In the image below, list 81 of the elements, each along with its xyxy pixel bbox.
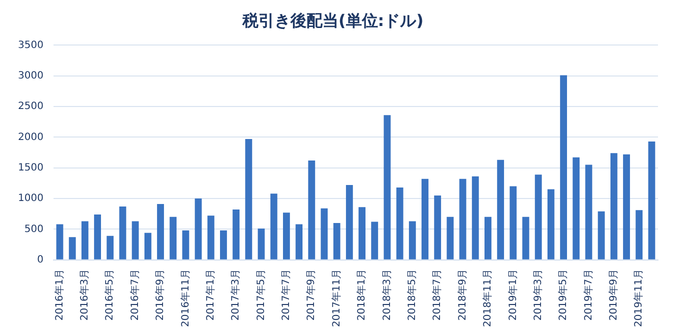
- bar: [346, 185, 353, 260]
- bar: [534, 174, 542, 260]
- x-tick-label: 2018年1月: [356, 268, 368, 321]
- x-tick-label: 2017年3月: [230, 268, 242, 321]
- bar: [308, 160, 316, 260]
- bar: [81, 221, 88, 260]
- bar: [510, 186, 517, 260]
- x-tick-label: 2016年1月: [53, 268, 66, 321]
- y-tick-label: 1000: [18, 193, 44, 204]
- x-tick-label: 2019年5月: [557, 268, 570, 321]
- y-tick-label: 2500: [18, 101, 44, 112]
- y-tick-label: 0: [37, 254, 44, 266]
- x-tick-label: 2017年1月: [204, 268, 216, 321]
- bar: [144, 232, 152, 260]
- x-tick-label: 2017年5月: [254, 268, 267, 321]
- bar: [648, 141, 656, 260]
- x-tick-label: 2019年7月: [582, 268, 594, 321]
- bar: [170, 216, 177, 260]
- bar: [384, 115, 391, 260]
- x-tick-label: 2016年5月: [104, 268, 116, 321]
- bar: [232, 210, 240, 260]
- bar: [598, 211, 605, 260]
- x-tick-label: 2016年3月: [78, 268, 91, 321]
- y-tick-label: 500: [24, 224, 44, 235]
- bar: [497, 160, 504, 260]
- bar: [282, 212, 290, 260]
- x-tick-label: 2019年3月: [532, 268, 544, 321]
- bar: [636, 210, 643, 260]
- bar: [459, 178, 466, 260]
- x-tick-label: 2018年9月: [456, 268, 468, 321]
- bar: [106, 236, 114, 260]
- bar: [522, 216, 530, 260]
- x-tick-label: 2018年5月: [406, 268, 418, 321]
- bar: [396, 187, 404, 260]
- bar: [68, 237, 76, 260]
- x-tick-label: 2018年3月: [380, 268, 393, 321]
- bar: [585, 164, 592, 260]
- bar: [56, 224, 64, 260]
- bar: [422, 178, 428, 260]
- bar: [182, 230, 190, 260]
- bar: [194, 198, 202, 260]
- x-tick-label: 2016年7月: [128, 268, 141, 321]
- x-tick-label: 2016年9月: [154, 268, 166, 321]
- bar: [547, 189, 554, 260]
- bar: [333, 223, 340, 260]
- x-tick-label: 2018年7月: [431, 268, 444, 321]
- bar: [94, 214, 101, 260]
- bar: [446, 216, 454, 260]
- x-tick-label: 2019年11月: [632, 268, 645, 328]
- bar: [572, 157, 580, 260]
- x-tick-label: 2017年9月: [305, 268, 318, 321]
- bar: [119, 206, 126, 260]
- y-tick-label: 1500: [18, 162, 44, 174]
- bar: [220, 230, 227, 260]
- y-tick-label: 3000: [18, 70, 44, 82]
- y-tick-label: 3500: [18, 40, 44, 51]
- bar: [623, 154, 630, 260]
- x-tick-label: 2017年7月: [280, 268, 292, 321]
- bar: [132, 221, 139, 260]
- bar: [371, 222, 378, 260]
- bar: [245, 139, 252, 260]
- x-tick-label: 2016年11月: [179, 268, 192, 328]
- bar: [320, 208, 328, 260]
- bar: [484, 216, 492, 260]
- x-tick-label: 2017年11月: [330, 268, 342, 328]
- chart-title: 税引き後配当(単位:ドル): [241, 10, 424, 30]
- x-tick-label: 2018年11月: [482, 268, 494, 328]
- x-tick-label: 2019年9月: [608, 268, 620, 321]
- bar: [157, 204, 164, 260]
- bar: [560, 75, 568, 260]
- bar: [270, 194, 278, 260]
- y-tick-label: 2000: [18, 132, 44, 143]
- bar: [434, 195, 442, 260]
- bar: [408, 221, 416, 260]
- bar: [258, 228, 265, 260]
- bar: [296, 224, 303, 260]
- bar: [207, 216, 214, 260]
- bar: [610, 153, 618, 260]
- bar: [472, 176, 479, 260]
- bar: [358, 207, 366, 260]
- x-tick-label: 2019年1月: [506, 268, 519, 321]
